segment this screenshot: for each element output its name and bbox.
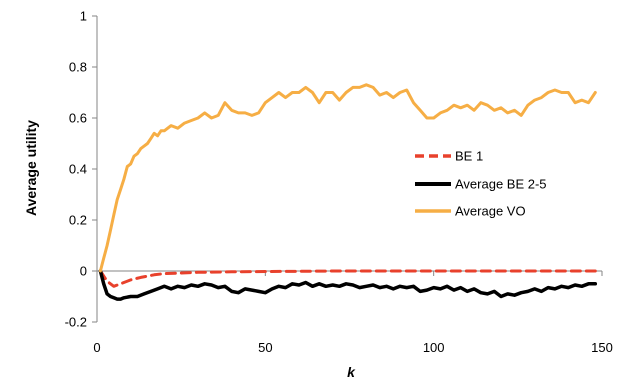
x-tick-label: 0 bbox=[93, 340, 100, 355]
y-axis-title: Average utility bbox=[23, 120, 39, 216]
series-line-1 bbox=[98, 269, 597, 288]
y-tick-label: 0.8 bbox=[69, 60, 87, 75]
y-tick-label: 0 bbox=[80, 264, 87, 279]
x-tick-label: 150 bbox=[591, 340, 613, 355]
y-tick-label: 0.4 bbox=[69, 162, 87, 177]
x-tick-label: 50 bbox=[258, 340, 272, 355]
y-tick-label: -0.2 bbox=[65, 315, 87, 330]
legend-label-3: Average VO bbox=[455, 204, 526, 219]
series-layer bbox=[98, 83, 598, 301]
y-tick-label: 0.6 bbox=[69, 111, 87, 126]
series-line-2 bbox=[98, 269, 598, 301]
series-line-3 bbox=[98, 83, 597, 273]
legend-label-1: BE 1 bbox=[455, 149, 483, 164]
legend: BE 1 Average BE 2-5 Average VO bbox=[415, 149, 547, 219]
y-tick-label: 1 bbox=[80, 9, 87, 24]
x-tick-label: 100 bbox=[423, 340, 445, 355]
x-axis-title: k bbox=[347, 364, 356, 380]
legend-label-2: Average BE 2-5 bbox=[455, 177, 547, 192]
y-tick-label: 0.2 bbox=[69, 213, 87, 228]
axes: -0.2 0 0.2 0.4 0.6 0.8 1 0 50 100 150 bbox=[65, 9, 613, 356]
